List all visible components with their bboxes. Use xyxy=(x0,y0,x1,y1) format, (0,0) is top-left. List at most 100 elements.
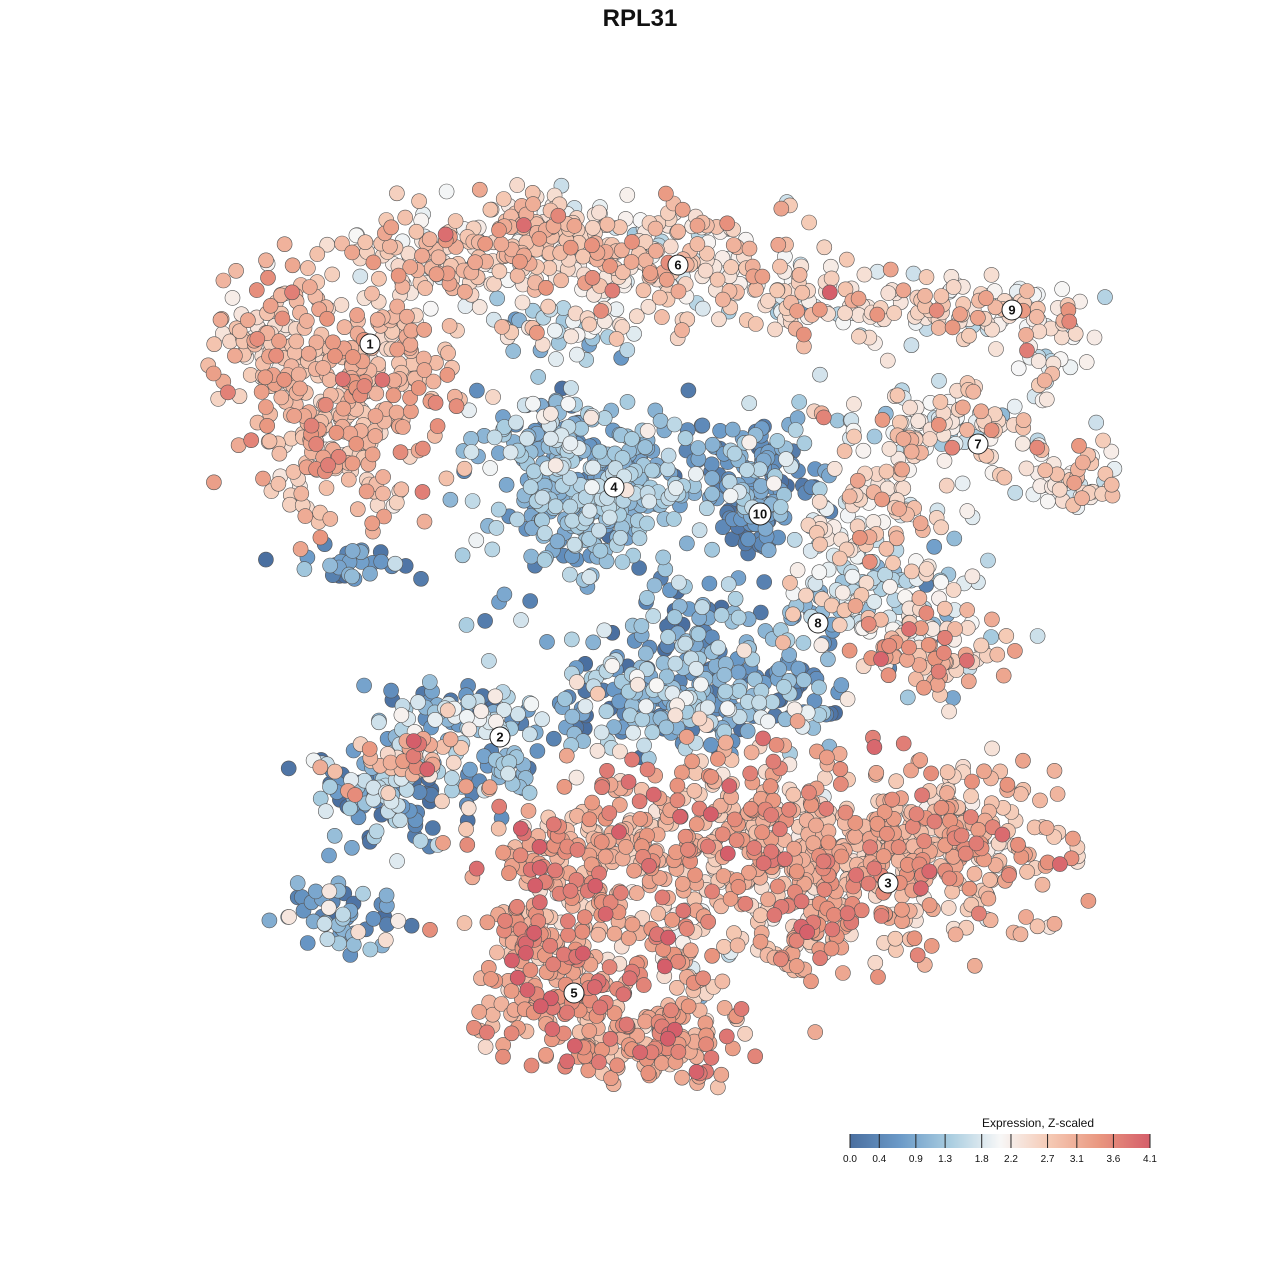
cell-point xyxy=(1012,786,1029,802)
cell-point xyxy=(566,1038,583,1054)
cell-point xyxy=(946,530,963,547)
cell-point xyxy=(559,1004,575,1021)
cell-point xyxy=(1019,342,1035,359)
cell-point xyxy=(317,397,334,413)
cell-point xyxy=(674,201,691,218)
cell-point xyxy=(666,416,683,433)
cell-point xyxy=(326,827,343,844)
cell-point xyxy=(787,422,804,438)
cell-point xyxy=(752,907,769,924)
cell-point xyxy=(901,621,917,637)
cell-point xyxy=(714,826,731,843)
cell-point xyxy=(445,754,462,771)
cell-point xyxy=(553,272,569,289)
cell-point xyxy=(405,733,422,749)
cell-point xyxy=(639,590,655,606)
cell-point xyxy=(675,902,692,919)
cell-point xyxy=(212,311,229,328)
cell-point xyxy=(568,769,585,786)
cell-point xyxy=(770,237,787,253)
cell-point xyxy=(557,691,573,707)
cell-point xyxy=(688,816,705,833)
cell-point xyxy=(807,1024,824,1040)
cell-point xyxy=(781,801,797,818)
cell-point xyxy=(509,511,526,528)
cell-point xyxy=(905,265,922,282)
cell-point xyxy=(723,259,739,275)
cell-point xyxy=(670,283,687,300)
cell-point xyxy=(534,711,550,728)
cell-point xyxy=(412,833,429,849)
cell-point xyxy=(1031,323,1047,340)
cell-point xyxy=(713,607,730,623)
cell-point xyxy=(525,395,541,412)
cell-point xyxy=(816,239,833,256)
cell-point xyxy=(835,965,851,981)
cell-point xyxy=(397,209,414,226)
cell-point xyxy=(594,779,610,796)
cell-point xyxy=(350,924,367,940)
cell-point xyxy=(484,541,501,558)
cell-point xyxy=(850,290,867,307)
cell-point xyxy=(508,414,524,431)
cell-point xyxy=(849,472,866,489)
cell-point xyxy=(772,258,788,275)
cell-point xyxy=(847,828,863,845)
cell-point xyxy=(926,538,943,555)
cell-point xyxy=(670,223,686,240)
cell-point xyxy=(328,424,345,441)
cell-point xyxy=(321,883,338,900)
cell-point xyxy=(763,807,780,823)
cell-point xyxy=(1103,476,1120,493)
cell-point xyxy=(730,879,747,895)
cluster-label-text: 8 xyxy=(814,616,821,631)
cell-point xyxy=(317,803,334,820)
cell-point xyxy=(660,447,677,464)
cell-point xyxy=(747,316,764,332)
cell-point xyxy=(491,222,507,238)
cell-point xyxy=(255,470,271,487)
cell-point xyxy=(973,403,989,420)
cell-point xyxy=(545,730,562,747)
cell-point xyxy=(892,414,908,431)
cell-point xyxy=(523,548,540,565)
cell-point xyxy=(462,761,478,778)
cell-point xyxy=(438,470,455,487)
cell-point xyxy=(688,660,705,677)
cell-point xyxy=(389,185,405,202)
cell-point xyxy=(602,258,618,274)
cell-point xyxy=(413,570,429,587)
cell-point xyxy=(875,848,892,865)
cell-point xyxy=(510,706,526,722)
cell-point xyxy=(965,383,982,400)
cell-point xyxy=(599,216,616,233)
cell-point xyxy=(559,1053,575,1070)
cell-point xyxy=(674,322,690,338)
cell-point xyxy=(866,428,883,445)
cell-point xyxy=(658,271,675,288)
cell-point xyxy=(968,835,985,852)
cell-point xyxy=(760,891,776,908)
cell-point xyxy=(628,308,645,325)
cell-point xyxy=(296,561,313,577)
cell-point xyxy=(672,808,688,825)
cell-point xyxy=(601,805,618,821)
cell-point xyxy=(959,602,976,618)
cell-point xyxy=(903,443,920,460)
cell-point xyxy=(293,485,310,502)
cell-point xyxy=(930,663,947,680)
cell-point xyxy=(866,860,883,877)
cell-point xyxy=(635,977,652,993)
cell-point xyxy=(467,254,484,271)
cell-point xyxy=(612,529,629,546)
cell-point xyxy=(561,470,578,486)
cell-point xyxy=(348,436,365,452)
cell-point xyxy=(795,635,812,651)
cell-point xyxy=(444,770,460,786)
cell-point xyxy=(837,305,853,322)
cell-point xyxy=(791,394,808,410)
cell-point xyxy=(458,821,474,838)
cell-point xyxy=(1029,309,1045,325)
cell-point xyxy=(458,617,475,633)
cell-point xyxy=(1080,893,1097,909)
